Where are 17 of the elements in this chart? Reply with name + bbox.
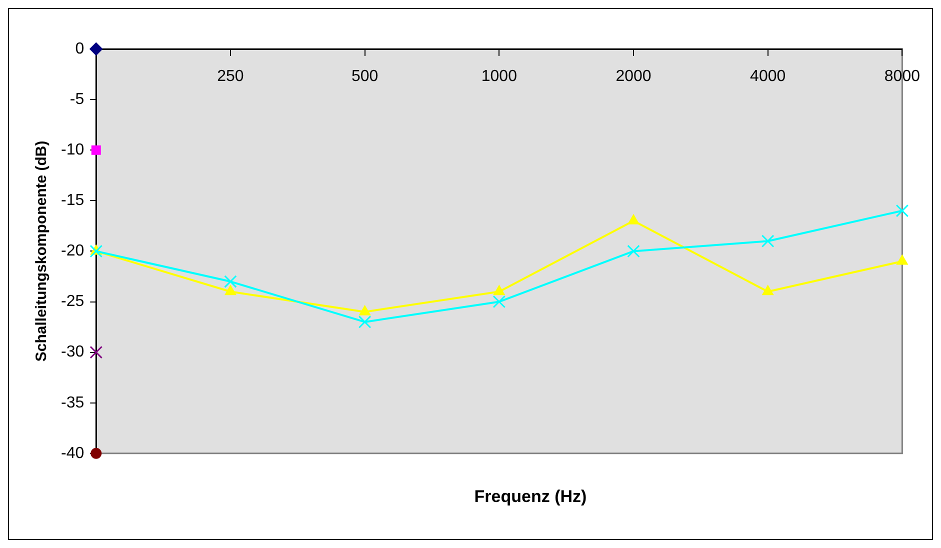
x-axis-title: Frequenz (Hz) [473,487,588,507]
y-tick-label: -15 [61,192,84,210]
y-tick-label: -20 [61,242,84,260]
y-tick-label: -5 [70,90,84,108]
y-tick-label: 0 [75,40,84,58]
x-tick-label: 1000 [481,68,518,86]
y-tick-label: -40 [61,444,84,462]
y-tick-label: -35 [61,394,84,412]
x-tick-label: 250 [217,68,244,86]
x-tick-label: 4000 [750,68,786,86]
x-tick-label: 8000 [884,68,920,86]
y-tick-label: -10 [61,142,84,159]
y-tick-label: -25 [61,293,84,310]
x-tick-label: 500 [351,68,378,86]
x-tick-label: 2000 [616,68,652,86]
y-axis-title: Schalleitungskomponente (dB) [33,140,50,362]
y-tick-label: -30 [61,344,84,361]
